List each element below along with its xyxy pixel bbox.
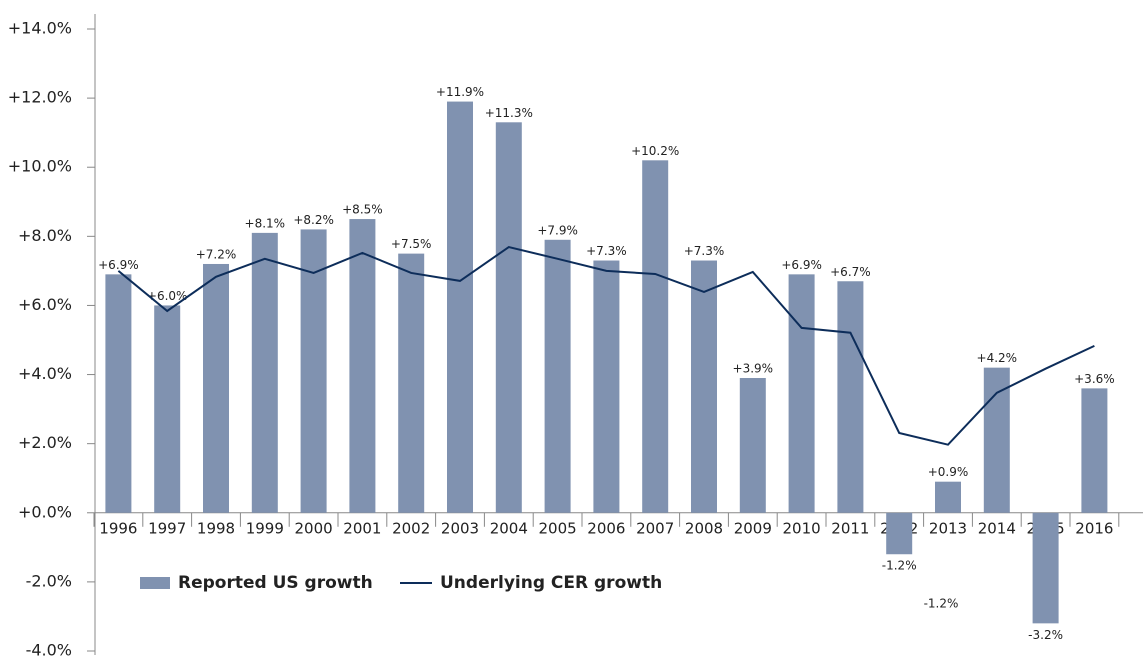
x-tick-label: 2005: [539, 519, 577, 537]
x-tick-label: 2008: [685, 519, 723, 537]
value-label: +4.2%: [977, 351, 1018, 365]
annotation: -1.2%: [924, 597, 959, 611]
value-label: +8.1%: [245, 216, 286, 230]
x-tick-label: 1998: [197, 519, 235, 537]
bar: [105, 274, 132, 513]
x-tick-label: 2001: [343, 519, 381, 537]
bar: [398, 253, 425, 513]
legend-label: Reported US growth: [178, 573, 373, 593]
value-label: +6.9%: [98, 258, 139, 272]
value-label: +10.2%: [631, 144, 679, 158]
value-label: +6.9%: [781, 258, 822, 272]
bar: [1081, 388, 1108, 513]
x-tick-label: 2013: [929, 519, 967, 537]
bar: [886, 512, 913, 555]
x-tick-label: 2007: [636, 519, 674, 537]
x-tick-label: 2003: [441, 519, 479, 537]
x-tick-label: 2010: [783, 519, 821, 537]
bar: [544, 239, 571, 513]
value-label: +7.3%: [684, 244, 725, 258]
x-tick-label: 1997: [148, 519, 186, 537]
value-label: +7.2%: [196, 247, 237, 261]
bar: [593, 260, 620, 513]
y-tick-label: +0.0%: [18, 502, 72, 521]
bar: [739, 378, 766, 513]
bar: [642, 160, 669, 513]
bar: [495, 122, 522, 513]
value-label: +11.9%: [436, 85, 484, 99]
x-tick-label: 2016: [1075, 519, 1113, 537]
y-tick-label: +8.0%: [18, 226, 72, 245]
x-tick-label: 1996: [99, 519, 137, 537]
bar: [447, 101, 473, 513]
y-tick-label: +4.0%: [18, 364, 72, 383]
x-tick-label: 2002: [392, 519, 430, 537]
bar: [300, 229, 327, 513]
x-tick-label: 1999: [246, 519, 284, 537]
value-label: +11.3%: [485, 106, 533, 120]
bar: [837, 281, 864, 513]
bar: [1032, 512, 1059, 624]
value-label: +7.9%: [537, 223, 578, 237]
x-tick-label: 2009: [734, 519, 772, 537]
y-tick-label: -4.0%: [26, 641, 72, 659]
x-tick-label: 2006: [587, 519, 625, 537]
line: [117, 245, 1095, 446]
value-label: +8.2%: [293, 213, 334, 227]
value-label: +3.6%: [1074, 372, 1115, 386]
value-label: +3.9%: [733, 362, 774, 376]
y-tick-label: +14.0%: [8, 19, 72, 38]
y-tick-label: +10.0%: [8, 157, 72, 176]
x-tick-label: 2011: [831, 519, 869, 537]
value-label: +7.5%: [391, 237, 432, 251]
bar: [788, 274, 815, 513]
y-tick-label: +2.0%: [18, 433, 72, 452]
value-label: +6.7%: [830, 265, 871, 279]
x-tick-label: 2014: [978, 519, 1016, 537]
legend-label: Underlying CER growth: [440, 573, 662, 593]
value-label: +0.9%: [928, 465, 969, 479]
value-label: -3.2%: [1028, 628, 1063, 642]
value-label: +7.3%: [586, 244, 627, 258]
bar: [349, 219, 376, 513]
x-tick-label: 2004: [490, 519, 528, 537]
bar: [203, 263, 229, 513]
bar: [251, 232, 278, 513]
legend-swatch: [140, 577, 170, 589]
bar: [691, 260, 717, 513]
value-label: +8.5%: [342, 203, 383, 217]
value-label: +6.0%: [147, 289, 188, 303]
y-tick-label: +6.0%: [18, 295, 72, 314]
bar: [935, 481, 961, 513]
y-tick-label: -2.0%: [26, 571, 72, 590]
bar: [154, 305, 181, 513]
y-tick-label: +12.0%: [8, 88, 72, 107]
x-tick-label: 2000: [295, 519, 333, 537]
value-label: -1.2%: [882, 559, 917, 573]
